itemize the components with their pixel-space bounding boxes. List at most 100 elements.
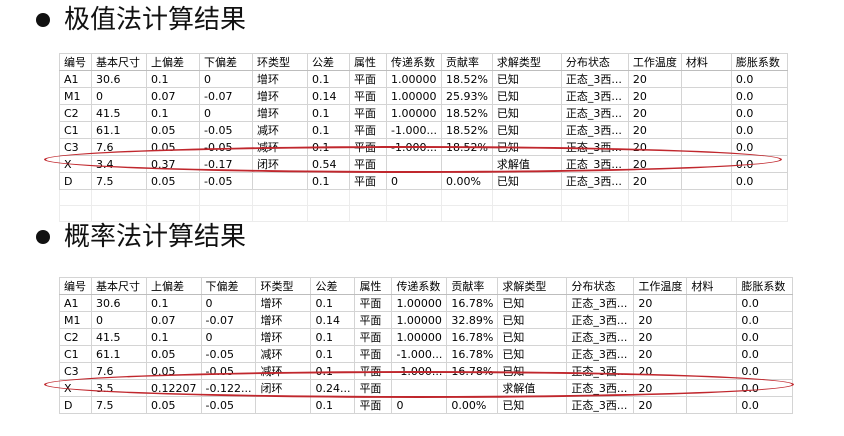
table-cell[interactable]: 已知: [491, 172, 562, 190]
table-cell[interactable]: 1.00000: [391, 328, 448, 346]
table-cell[interactable]: 平面: [349, 70, 387, 88]
table-cell[interactable]: 0.1: [307, 104, 350, 122]
table-cell[interactable]: 0.14: [310, 311, 356, 329]
column-header[interactable]: 工作温度: [633, 277, 688, 295]
column-header[interactable]: 工作温度: [627, 53, 682, 71]
column-header[interactable]: 传递系数: [391, 277, 448, 295]
table-cell[interactable]: 增环: [252, 70, 308, 88]
table-cell[interactable]: D: [59, 172, 92, 190]
table-cell[interactable]: 0.1: [146, 328, 202, 346]
table-cell[interactable]: 已知: [497, 311, 568, 329]
table-cell[interactable]: 0: [199, 104, 253, 122]
table-cell[interactable]: [686, 328, 738, 346]
table-cell[interactable]: 20: [627, 104, 682, 122]
table-cell[interactable]: 平面: [349, 121, 387, 139]
table-cell[interactable]: 1.00000: [391, 294, 448, 312]
table-cell[interactable]: 平面: [349, 172, 387, 190]
column-header[interactable]: 属性: [349, 53, 387, 71]
table-cell[interactable]: D: [59, 396, 92, 414]
table-cell[interactable]: 0.1: [307, 121, 350, 139]
table-cell[interactable]: 已知: [491, 70, 562, 88]
table-cell[interactable]: 20: [627, 121, 682, 139]
table-cell[interactable]: 0.0: [730, 172, 788, 190]
table-cell[interactable]: [686, 345, 738, 363]
column-header[interactable]: 上偏差: [146, 53, 200, 71]
table-cell[interactable]: 0: [91, 311, 147, 329]
column-header[interactable]: 膨胀系数: [730, 53, 788, 71]
table-cell[interactable]: 32.89%: [446, 311, 499, 329]
table-cell[interactable]: [252, 172, 308, 190]
table-cell[interactable]: 0: [386, 172, 442, 190]
table-cell[interactable]: 0.0: [736, 345, 794, 363]
column-header[interactable]: 下偏差: [199, 53, 253, 71]
column-header[interactable]: 基本尺寸: [91, 277, 147, 295]
table-cell[interactable]: C1: [59, 345, 92, 363]
column-header[interactable]: 基本尺寸: [91, 53, 147, 71]
table-cell[interactable]: 7.5: [91, 172, 147, 190]
table-cell[interactable]: 0.0: [736, 294, 794, 312]
table-cell[interactable]: 0: [200, 328, 257, 346]
column-header[interactable]: 分布状态: [560, 53, 629, 71]
column-header[interactable]: 求解类型: [491, 53, 562, 71]
table-cell[interactable]: 0.05: [146, 172, 200, 190]
table-cell[interactable]: -0.05: [200, 345, 257, 363]
table-cell[interactable]: 0.1: [310, 396, 356, 414]
table-cell[interactable]: 0: [391, 396, 448, 414]
table-cell[interactable]: [686, 396, 738, 414]
table-cell[interactable]: 正态_3西...: [560, 104, 629, 122]
column-header[interactable]: 编号: [59, 277, 92, 295]
table-cell[interactable]: 1.00000: [386, 70, 442, 88]
table-cell[interactable]: 平面: [349, 104, 387, 122]
table-cell[interactable]: 7.5: [91, 396, 147, 414]
table-cell[interactable]: 0.0: [736, 396, 794, 414]
table-cell[interactable]: 20: [627, 172, 682, 190]
column-header[interactable]: 贡献率: [446, 277, 499, 295]
table-cell[interactable]: 平面: [354, 328, 393, 346]
table-cell[interactable]: C1: [59, 121, 92, 139]
table-cell[interactable]: 增环: [255, 328, 312, 346]
table-cell[interactable]: C2: [59, 104, 92, 122]
table-cell[interactable]: 0: [200, 294, 257, 312]
table-cell[interactable]: 平面: [354, 345, 393, 363]
column-header[interactable]: 属性: [354, 277, 393, 295]
table-cell[interactable]: 已知: [491, 104, 562, 122]
table-cell[interactable]: 平面: [354, 311, 393, 329]
table-cell[interactable]: [686, 311, 738, 329]
table-cell[interactable]: C3: [59, 362, 92, 380]
table-cell[interactable]: 0: [91, 87, 147, 105]
table-cell[interactable]: 正态_3西...: [560, 87, 629, 105]
table-cell[interactable]: -0.05: [200, 396, 257, 414]
column-header[interactable]: 材料: [680, 53, 732, 71]
table-cell[interactable]: 18.52%: [440, 121, 493, 139]
table-cell[interactable]: [686, 294, 738, 312]
table-row[interactable]: C1 61.1 0.05 -0.05 减环 0.1 平面 -1.000... 16.78% 已知正…: [59, 345, 794, 363]
table-cell[interactable]: 18.52%: [440, 104, 493, 122]
table-cell[interactable]: 18.52%: [440, 70, 493, 88]
table-cell[interactable]: 0.1: [146, 294, 202, 312]
table-cell[interactable]: 0.07: [146, 87, 200, 105]
table-cell[interactable]: 41.5: [91, 328, 147, 346]
column-header[interactable]: 环类型: [252, 53, 308, 71]
table-cell[interactable]: 0.05: [146, 345, 202, 363]
table-cell[interactable]: 正态_3西...: [560, 70, 629, 88]
table-cell[interactable]: -0.07: [199, 87, 253, 105]
table-cell[interactable]: 0.1: [307, 70, 350, 88]
table-cell[interactable]: 已知: [497, 328, 568, 346]
table-cell[interactable]: 0.1: [310, 328, 356, 346]
table-cell[interactable]: 1.00000: [391, 311, 448, 329]
table-cell[interactable]: 平面: [354, 294, 393, 312]
table-cell[interactable]: [680, 104, 732, 122]
table-cell[interactable]: 0.05: [146, 396, 202, 414]
table-cell[interactable]: 0.07: [146, 311, 202, 329]
table-cell[interactable]: 正态_3西...: [566, 396, 635, 414]
table-cell[interactable]: 平面: [354, 396, 393, 414]
table-cell[interactable]: 增环: [255, 311, 312, 329]
table-cell[interactable]: 0.0: [736, 328, 794, 346]
column-header[interactable]: 上偏差: [146, 277, 202, 295]
table-cell[interactable]: 16.78%: [446, 294, 499, 312]
table-cell[interactable]: 正态_3西...: [566, 311, 635, 329]
table-cell[interactable]: 增环: [252, 87, 308, 105]
table-cell[interactable]: 0.1: [310, 294, 356, 312]
table-row[interactable]: M1 0 0.07 -0.07 增环 0.14 平面 1.00000 32.89% 已知 正态_3西…: [59, 311, 794, 329]
table-cell[interactable]: 0.00%: [446, 396, 499, 414]
